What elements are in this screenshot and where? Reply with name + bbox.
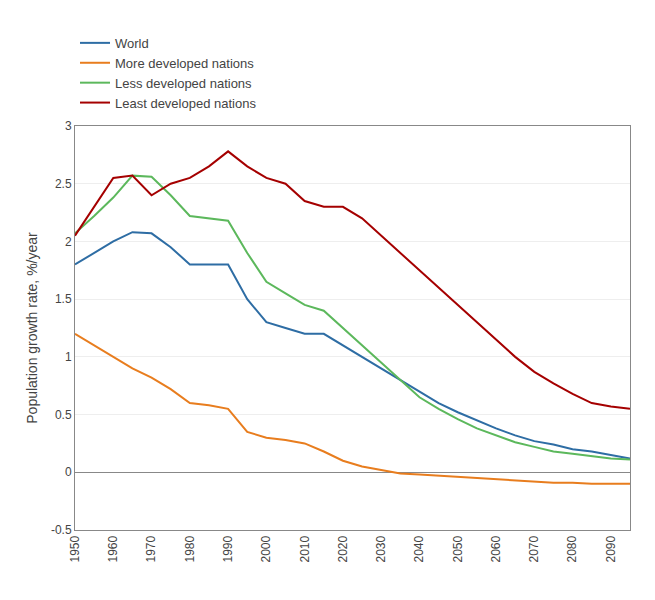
svg-text:More developed nations: More developed nations	[115, 56, 254, 71]
svg-text:1: 1	[65, 350, 72, 364]
svg-text:0.5: 0.5	[55, 408, 72, 422]
svg-text:1980: 1980	[183, 535, 197, 562]
svg-text:2: 2	[65, 235, 72, 249]
svg-text:2.5: 2.5	[55, 177, 72, 191]
svg-text:Population growth rate, %/year: Population growth rate, %/year	[24, 232, 40, 424]
svg-text:2010: 2010	[298, 535, 312, 562]
svg-text:1950: 1950	[68, 535, 82, 562]
svg-text:0: 0	[65, 465, 72, 479]
svg-text:1970: 1970	[144, 535, 158, 562]
svg-text:2060: 2060	[489, 535, 503, 562]
svg-text:2000: 2000	[259, 535, 273, 562]
svg-text:Less developed nations: Less developed nations	[115, 76, 252, 91]
svg-text:2040: 2040	[412, 535, 426, 562]
svg-text:1.5: 1.5	[55, 292, 72, 306]
svg-text:2090: 2090	[604, 535, 618, 562]
svg-text:2080: 2080	[565, 535, 579, 562]
svg-text:1990: 1990	[221, 535, 235, 562]
svg-text:2020: 2020	[336, 535, 350, 562]
svg-text:3: 3	[65, 119, 72, 133]
svg-text:2070: 2070	[527, 535, 541, 562]
svg-text:1960: 1960	[106, 535, 120, 562]
svg-text:2050: 2050	[451, 535, 465, 562]
svg-text:2030: 2030	[374, 535, 388, 562]
svg-text:-0.5: -0.5	[51, 523, 72, 537]
svg-text:World: World	[115, 36, 149, 51]
svg-text:Least developed nations: Least developed nations	[115, 96, 256, 111]
